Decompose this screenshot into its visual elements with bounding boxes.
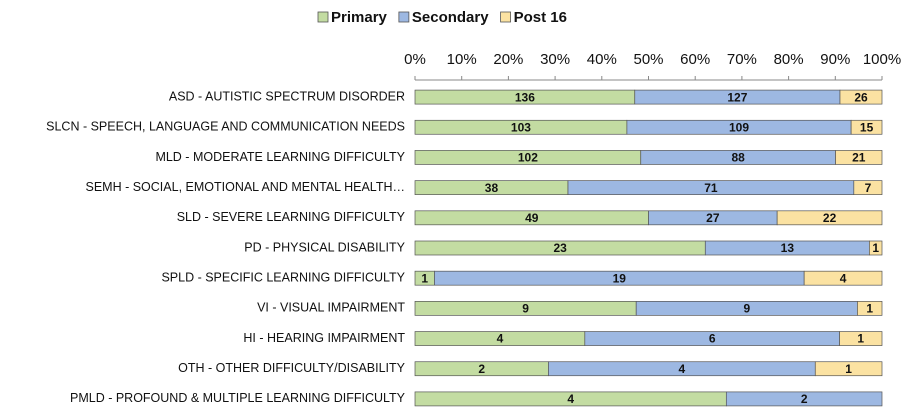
x-tick-label: 80% xyxy=(774,51,804,68)
data-label: 88 xyxy=(731,151,745,165)
y-tick-label: OTH - OTHER DIFFICULTY/DISABILITY xyxy=(178,361,406,375)
x-tick-label: 70% xyxy=(727,51,757,68)
bar-segment xyxy=(803,270,883,286)
legend-label: Secondary xyxy=(412,9,489,26)
y-tick-label: HI - HEARING IMPAIRMENT xyxy=(243,331,405,345)
data-label: 19 xyxy=(613,271,627,285)
data-label: 71 xyxy=(704,181,718,195)
data-label: 102 xyxy=(518,151,538,165)
y-tick-label: PD - PHYSICAL DISABILITY xyxy=(244,240,405,254)
data-label: 4 xyxy=(567,392,574,406)
data-label: 1 xyxy=(845,362,852,376)
data-label: 9 xyxy=(522,302,529,316)
data-label: 103 xyxy=(511,120,531,134)
x-tick-label: 0% xyxy=(404,51,426,68)
data-label: 127 xyxy=(727,90,747,104)
x-tick-label: 100% xyxy=(863,51,901,68)
bar-segment xyxy=(869,240,883,256)
data-label: 21 xyxy=(852,151,866,165)
y-tick-label: SPLD - SPECIFIC LEARNING DIFFICULTY xyxy=(161,270,405,284)
y-tick-label: PMLD - PROFOUND & MULTIPLE LEARNING DIFF… xyxy=(70,391,406,405)
data-label: 1 xyxy=(872,241,879,255)
data-label: 22 xyxy=(823,211,837,225)
x-tick-label: 40% xyxy=(587,51,617,68)
data-label: 1 xyxy=(866,302,873,316)
bar-segment xyxy=(725,391,883,407)
legend-label: Primary xyxy=(331,9,388,26)
bar-segment xyxy=(857,301,883,316)
legend-label: Post 16 xyxy=(514,9,567,26)
y-tick-label: SLCN - SPEECH, LANGUAGE AND COMMUNICATIO… xyxy=(46,120,405,134)
data-label: 23 xyxy=(553,241,567,255)
y-tick-label: SEMH - SOCIAL, EMOTIONAL AND MENTAL HEAL… xyxy=(86,180,406,194)
data-label: 1 xyxy=(857,332,864,346)
data-label: 4 xyxy=(840,271,847,285)
x-tick-label: 60% xyxy=(680,51,710,68)
legend-swatch xyxy=(398,11,410,23)
data-label: 136 xyxy=(515,90,535,104)
y-tick-label: MLD - MODERATE LEARNING DIFFICULTY xyxy=(155,150,405,164)
data-label: 7 xyxy=(865,181,872,195)
data-label: 6 xyxy=(709,332,716,346)
bar-segment xyxy=(853,180,883,195)
x-tick-label: 10% xyxy=(447,51,477,68)
data-label: 49 xyxy=(525,211,539,225)
data-label: 4 xyxy=(679,362,686,376)
y-tick-label: VI - VISUAL IMPAIRMENT xyxy=(257,301,405,315)
data-label: 27 xyxy=(706,211,720,225)
bar-segment xyxy=(839,89,883,105)
data-label: 15 xyxy=(860,120,874,134)
bar-segment xyxy=(776,210,883,226)
data-label: 4 xyxy=(497,332,504,346)
data-label: 2 xyxy=(801,392,808,406)
bar-segment xyxy=(835,150,883,165)
legend-swatch xyxy=(317,11,329,23)
data-label: 109 xyxy=(729,120,749,134)
data-label: 26 xyxy=(854,90,868,104)
x-tick-label: 50% xyxy=(633,51,663,68)
bar-segment xyxy=(850,119,883,135)
data-label: 2 xyxy=(478,362,485,376)
y-tick-label: SLD - SEVERE LEARNING DIFFICULTY xyxy=(177,210,406,224)
legend-swatch xyxy=(500,11,511,23)
data-label: 1 xyxy=(421,271,428,285)
bar-segment xyxy=(839,331,883,346)
x-tick-label: 90% xyxy=(820,51,850,68)
data-label: 38 xyxy=(485,181,499,195)
data-label: 9 xyxy=(743,302,750,316)
y-tick-label: ASD - AUTISTIC SPECTRUM DISORDER xyxy=(169,89,405,103)
data-label: 13 xyxy=(781,241,795,255)
x-tick-label: 20% xyxy=(493,51,523,68)
bar-segment xyxy=(814,361,883,377)
x-tick-label: 30% xyxy=(540,51,570,68)
